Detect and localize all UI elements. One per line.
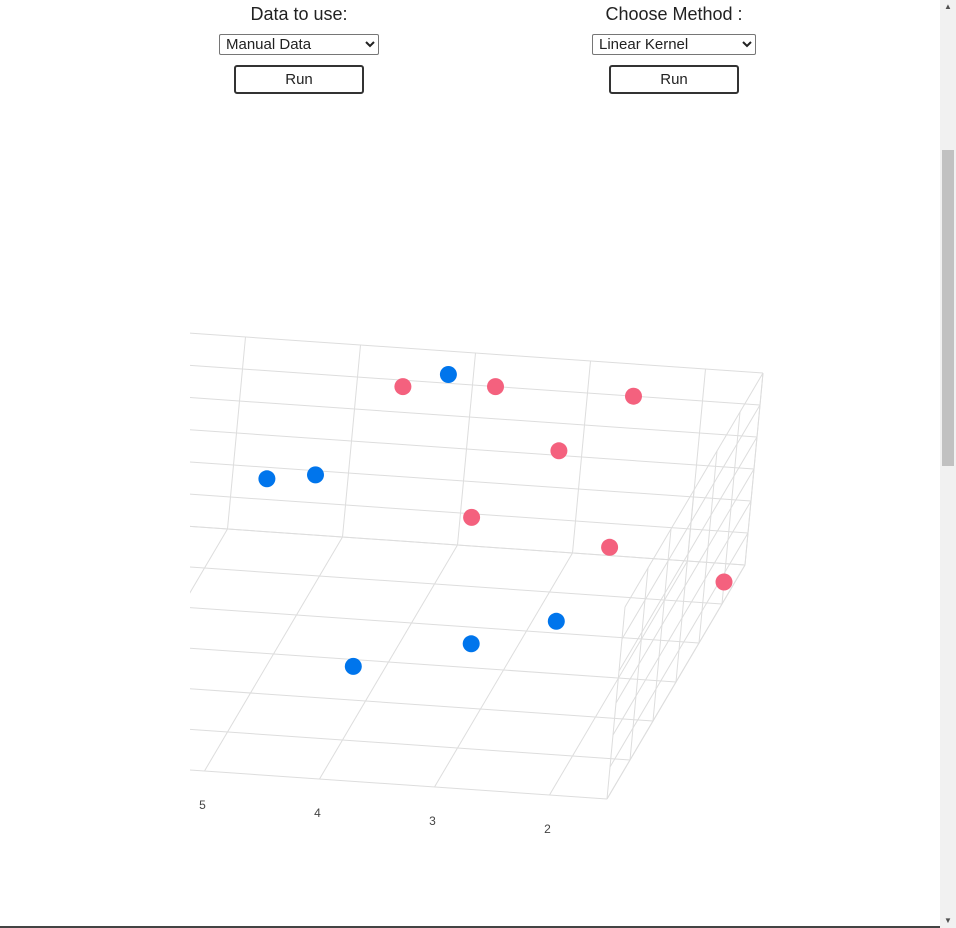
back-wall-gridline — [190, 493, 749, 534]
floor-gridline — [190, 769, 608, 800]
data-point-class-b[interactable] — [394, 378, 412, 396]
side-wall-gridline — [618, 436, 758, 672]
floor-gridline — [190, 528, 228, 594]
data-point-class-a[interactable] — [344, 657, 362, 675]
back-wall-gridline — [113, 329, 131, 521]
scrollbar-thumb[interactable] — [942, 150, 954, 466]
back-wall-gridline — [190, 429, 755, 470]
side-wall-gridline — [609, 532, 749, 768]
method-select[interactable]: Linear Kernel — [592, 34, 756, 55]
floor-gridline — [190, 728, 631, 761]
vertical-scrollbar[interactable]: ▲ ▼ — [940, 0, 956, 928]
data-point-class-a[interactable] — [258, 470, 276, 488]
side-wall-gridline — [624, 372, 764, 608]
floor-gridline — [0, 521, 113, 755]
data-source-heading: Data to use: — [250, 4, 348, 24]
scroll-up-icon[interactable]: ▲ — [944, 2, 952, 11]
back-wall-gridline — [190, 332, 764, 374]
floor-gridline — [190, 525, 746, 566]
scroll-down-icon[interactable]: ▼ — [944, 916, 952, 925]
side-wall-gridline — [621, 404, 761, 640]
side-wall-gridline — [612, 500, 752, 736]
data-source-select[interactable]: Manual Data — [219, 34, 379, 55]
data-point-class-b[interactable] — [550, 442, 568, 460]
data-point-class-a[interactable] — [163, 417, 180, 434]
method-heading: Choose Method : — [605, 4, 743, 24]
data-point-class-a[interactable] — [307, 466, 324, 484]
floor-gridline — [190, 607, 700, 644]
back-wall-gridline — [190, 397, 758, 438]
scatter-3d-plot[interactable]: 654321234y — [0, 300, 940, 860]
floor-gridline — [190, 566, 723, 605]
data-source-panel: Data to use: Manual Data Run — [169, 0, 429, 94]
data-point-class-b[interactable] — [487, 378, 504, 396]
data-point-class-a[interactable] — [547, 612, 565, 630]
data-point-class-a[interactable] — [439, 366, 457, 383]
back-wall-gridline — [0, 321, 16, 513]
floor-gridline — [190, 688, 654, 722]
x-axis-tick-label: 2 — [544, 822, 551, 836]
page-bottom-border — [0, 926, 940, 928]
data-point-class-b[interactable] — [625, 387, 642, 405]
run-method-button[interactable]: Run — [609, 65, 739, 94]
x-axis-tick-label: 6 — [84, 790, 91, 804]
side-wall-gridline — [615, 468, 755, 704]
back-wall-gridline — [190, 364, 761, 406]
data-point-class-b[interactable] — [463, 508, 481, 526]
x-axis-tick-label: 3 — [429, 814, 436, 828]
x-axis-tick-label: 5 — [199, 798, 206, 812]
method-panel: Choose Method : Linear Kernel Run — [544, 0, 804, 94]
data-point-class-b[interactable] — [601, 538, 619, 556]
data-point-class-b[interactable] — [715, 573, 733, 591]
back-wall-gridline — [190, 461, 752, 502]
run-data-button[interactable]: Run — [234, 65, 364, 94]
floor-gridline — [190, 647, 677, 683]
x-axis-tick-label: 4 — [314, 806, 321, 820]
data-point-class-a[interactable] — [462, 635, 480, 653]
